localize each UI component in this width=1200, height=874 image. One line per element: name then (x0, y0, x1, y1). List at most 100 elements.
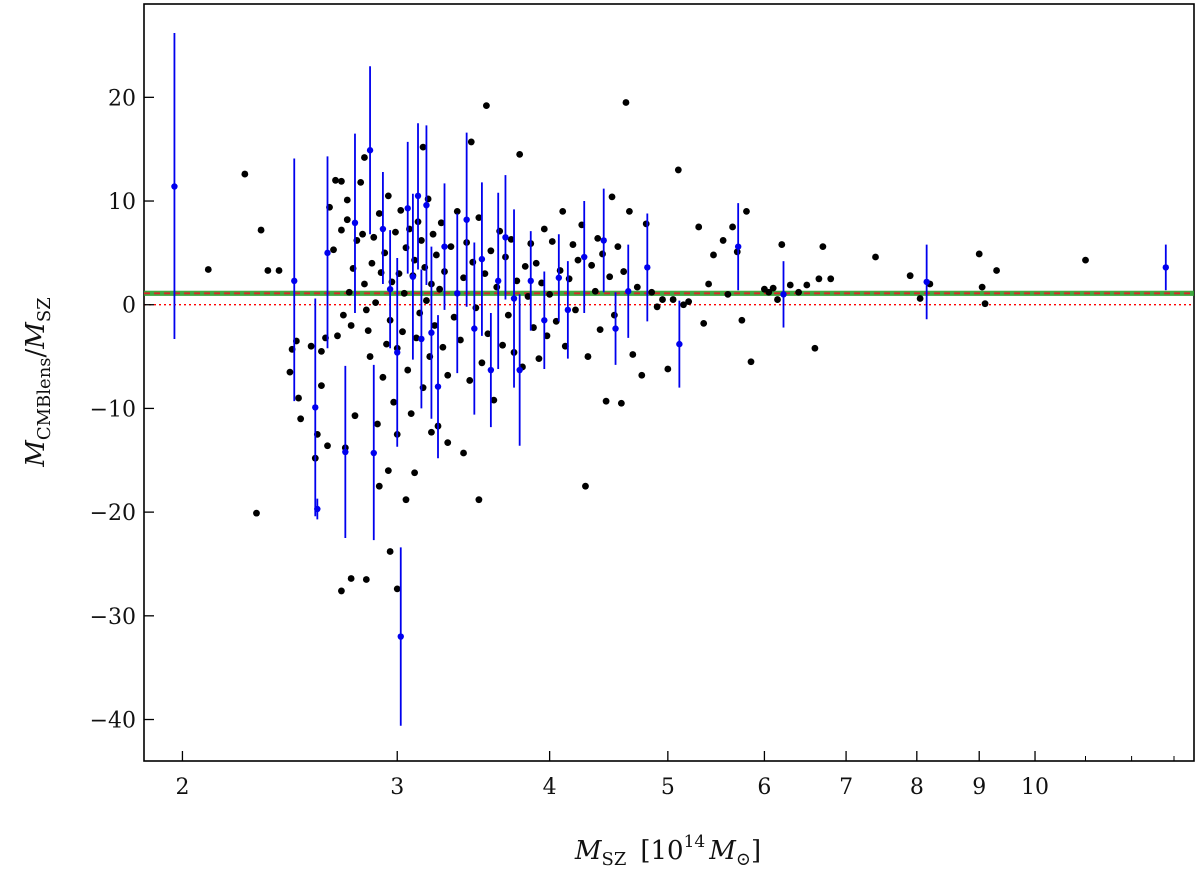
scatter-point (596, 326, 604, 334)
data-points (204, 99, 1089, 595)
y-label-slash: / (21, 348, 51, 357)
scatter-point (343, 196, 351, 204)
scatter-point (719, 237, 727, 244)
error-point (314, 505, 321, 513)
scatter-point (457, 336, 464, 344)
x-axis-ticks: 2 3 4 5 6 7 8 9 10 (175, 751, 1175, 800)
scatter-point (460, 449, 467, 457)
error-point (312, 404, 319, 411)
scatter-point (778, 241, 786, 248)
scatter-point (625, 207, 633, 215)
scatter-point (546, 290, 554, 298)
scatter-point (535, 355, 543, 363)
scatter-point (370, 233, 378, 241)
scatter-point (204, 266, 212, 273)
x-tick-label: 2 (175, 775, 189, 800)
error-point (478, 255, 486, 263)
scatter-point (738, 316, 746, 324)
scatter-point (407, 410, 415, 418)
y-axis-label: MCMBlens/MSZ (21, 297, 55, 468)
scatter-point (724, 290, 732, 298)
scatter-point (765, 288, 773, 296)
x-label-unit-open: [10 (640, 836, 683, 866)
scatter-point (795, 288, 803, 296)
error-point (527, 277, 534, 285)
scatter-point (700, 319, 708, 327)
scatter-point (916, 295, 924, 302)
scatter-point (253, 509, 260, 517)
error-point (171, 183, 178, 190)
error-points (171, 33, 1169, 726)
error-point (441, 243, 448, 250)
y-tick-label: −20 (90, 501, 136, 526)
scatter-point (803, 281, 811, 289)
scatter-point (493, 283, 501, 291)
x-tick-label: 5 (661, 775, 675, 800)
scatter-point (981, 300, 989, 308)
scatter-point (466, 377, 474, 384)
error-point (555, 274, 563, 281)
y-tick-label: 20 (108, 86, 136, 111)
scatter-point (411, 469, 419, 477)
scatter-point (588, 261, 596, 269)
scatter-point (490, 396, 498, 404)
error-point (625, 288, 632, 295)
y-label-num-sub: CMBlens (34, 357, 55, 440)
scatter-point (516, 150, 524, 158)
scatter-point (729, 223, 736, 231)
scatter-point (412, 334, 420, 342)
error-point (394, 349, 401, 356)
scatter-point (439, 343, 447, 351)
scatter-point (669, 296, 677, 303)
error-point (414, 192, 422, 200)
scatter-point (507, 235, 515, 243)
scatter-point (659, 296, 666, 303)
scatter-point (617, 399, 625, 407)
scatter-point (432, 251, 440, 259)
scatter-point (338, 226, 345, 234)
scatter-point (572, 306, 579, 314)
scatter-point (524, 293, 532, 300)
scatter-point (399, 328, 406, 336)
x-tick-label: 10 (1021, 775, 1049, 800)
scatter-point (574, 256, 582, 264)
scatter-point (467, 138, 475, 146)
scatter-point (769, 284, 777, 292)
scatter-point (347, 322, 355, 329)
error-point (397, 633, 404, 640)
scatter-point (444, 371, 452, 379)
scatter-point (384, 467, 392, 475)
scatter-point (559, 207, 567, 215)
y-tick-label: −40 (90, 709, 136, 734)
scatter-point (599, 250, 606, 258)
error-point (463, 216, 470, 223)
scatter-point (375, 482, 383, 490)
scatter-point (978, 283, 986, 291)
scatter-point (428, 428, 435, 436)
scatter-point (339, 311, 347, 319)
scatter-point (362, 306, 370, 314)
scatter-point (374, 420, 381, 428)
scatter-point (521, 262, 529, 270)
x-label-unit-sup: 14 (684, 832, 706, 852)
scatter-point (993, 267, 1000, 274)
error-point (780, 291, 787, 298)
error-point (502, 234, 509, 241)
scatter-point (811, 344, 819, 352)
scatter-point (496, 227, 504, 235)
scatter-point (815, 275, 823, 283)
scatter-point (483, 102, 490, 110)
scatter-point (297, 415, 305, 423)
scatter-point (827, 275, 835, 283)
error-point (1162, 264, 1169, 271)
scatter-point (345, 288, 353, 296)
x-tick-label: 3 (390, 775, 404, 800)
y-label-num: M (21, 439, 51, 468)
x-tick-label: 8 (910, 775, 924, 800)
scatter-point (357, 178, 365, 186)
scatter-point (1082, 256, 1089, 264)
error-point (676, 340, 683, 348)
scatter-point (552, 317, 560, 325)
x-tick-label: 4 (543, 775, 557, 800)
